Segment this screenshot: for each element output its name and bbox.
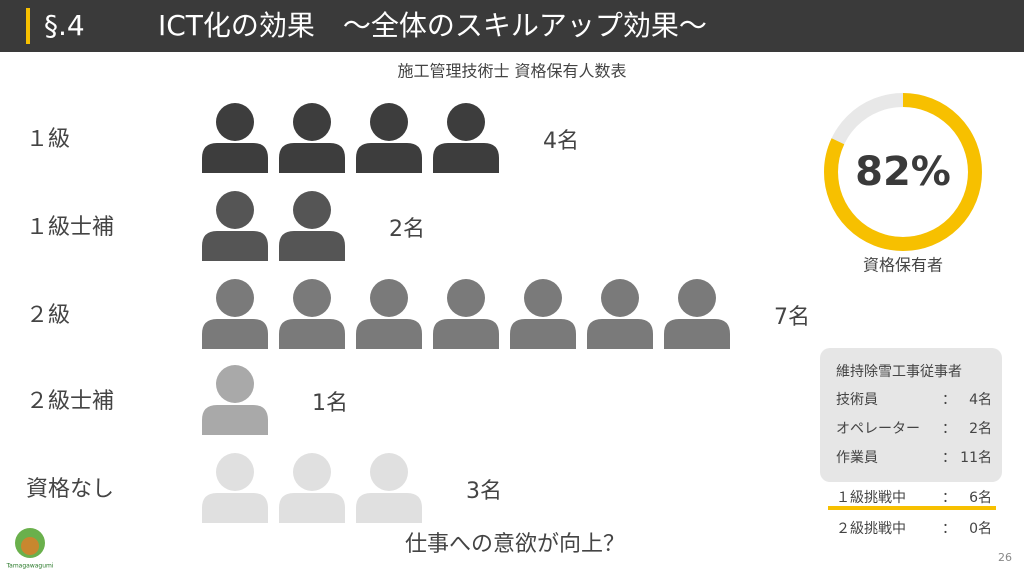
icon-body <box>202 493 268 523</box>
row-label: １級士補 <box>26 215 114 240</box>
role: ２級挑戦中 <box>836 521 906 537</box>
person-icon <box>587 279 653 349</box>
icon-body <box>433 143 499 173</box>
count: 2名 <box>969 421 992 437</box>
icon-head <box>370 453 408 491</box>
count-label: 4名 <box>543 129 579 154</box>
person-icon <box>202 365 268 435</box>
icon-body <box>202 405 268 435</box>
subtitle: 施工管理技術士 資格保有人数表 <box>397 62 626 81</box>
role: 作業員 <box>836 450 878 466</box>
icon-body <box>510 319 576 349</box>
icon-head <box>447 103 485 141</box>
icon-body <box>202 231 268 261</box>
icon-body <box>279 493 345 523</box>
count: 11名 <box>960 450 992 466</box>
count-label: 3名 <box>466 479 502 504</box>
separator: ： <box>942 521 956 537</box>
person-icon <box>356 103 422 173</box>
icon-head <box>293 103 331 141</box>
person-icon <box>279 103 345 173</box>
person-icon <box>202 279 268 349</box>
icon-body <box>279 231 345 261</box>
question: 仕事への意欲が向上？ <box>405 532 625 557</box>
row-label: １級 <box>26 127 70 152</box>
header-title: ICT化の効果 ～全体のスキルアップ効果～ <box>158 9 707 42</box>
page-number: 26 <box>998 551 1012 564</box>
logo-text: Tamagawagumi <box>5 563 53 570</box>
icon-head <box>678 279 716 317</box>
separator: ： <box>942 450 956 466</box>
header-bar <box>0 0 1024 52</box>
icon-body <box>587 319 653 349</box>
icon-head <box>447 279 485 317</box>
icon-head <box>216 103 254 141</box>
section-number: §.4 <box>44 9 85 42</box>
icon-head <box>293 453 331 491</box>
icon-head <box>216 365 254 403</box>
person-icon <box>433 279 499 349</box>
role: オペレーター <box>836 421 920 437</box>
person-icon <box>356 453 422 523</box>
icon-body <box>202 143 268 173</box>
icon-head <box>293 191 331 229</box>
logo: Tamagawagumi <box>5 528 54 570</box>
count-label: 7名 <box>774 305 810 330</box>
icon-head <box>216 279 254 317</box>
person-icon <box>510 279 576 349</box>
icon-head <box>216 453 254 491</box>
person-icon <box>279 453 345 523</box>
icon-head <box>524 279 562 317</box>
donut-arc <box>824 93 982 251</box>
row-label: ２級 <box>26 303 70 328</box>
row-label: ２級士補 <box>26 389 114 414</box>
icon-body <box>202 319 268 349</box>
count-label: 1名 <box>312 391 348 416</box>
separator: ： <box>942 392 956 408</box>
icon-body <box>356 143 422 173</box>
count: 0名 <box>969 521 992 537</box>
person-icon <box>202 191 268 261</box>
separator: ： <box>942 490 956 506</box>
person-icon <box>202 453 268 523</box>
icon-head <box>370 103 408 141</box>
icon-head <box>293 279 331 317</box>
header-accent <box>26 8 30 44</box>
donut-label: 82% <box>855 149 951 195</box>
icon-head <box>370 279 408 317</box>
icon-head <box>216 191 254 229</box>
icon-body <box>279 319 345 349</box>
person-icon <box>664 279 730 349</box>
row-label: 資格なし <box>26 477 114 502</box>
count-label: 2名 <box>389 217 425 242</box>
icon-body <box>356 319 422 349</box>
role: 技術員 <box>836 392 878 408</box>
person-icon <box>356 279 422 349</box>
logo-face <box>21 537 39 555</box>
role: １級挑戦中 <box>836 490 906 506</box>
icon-body <box>279 143 345 173</box>
person-icon <box>279 191 345 261</box>
person-icon <box>433 103 499 173</box>
icon-body <box>664 319 730 349</box>
count: 4名 <box>969 392 992 408</box>
staff-box <box>820 348 1002 482</box>
separator: ： <box>942 421 956 437</box>
icon-body <box>433 319 499 349</box>
person-icon <box>279 279 345 349</box>
icon-head <box>601 279 639 317</box>
person-icon <box>202 103 268 173</box>
count: 6名 <box>969 490 992 506</box>
icon-body <box>356 493 422 523</box>
staff-title: 維持除雪工事従事者 <box>836 364 962 380</box>
donut-caption: 資格保有者 <box>863 256 943 275</box>
highlight-underline <box>828 506 996 510</box>
